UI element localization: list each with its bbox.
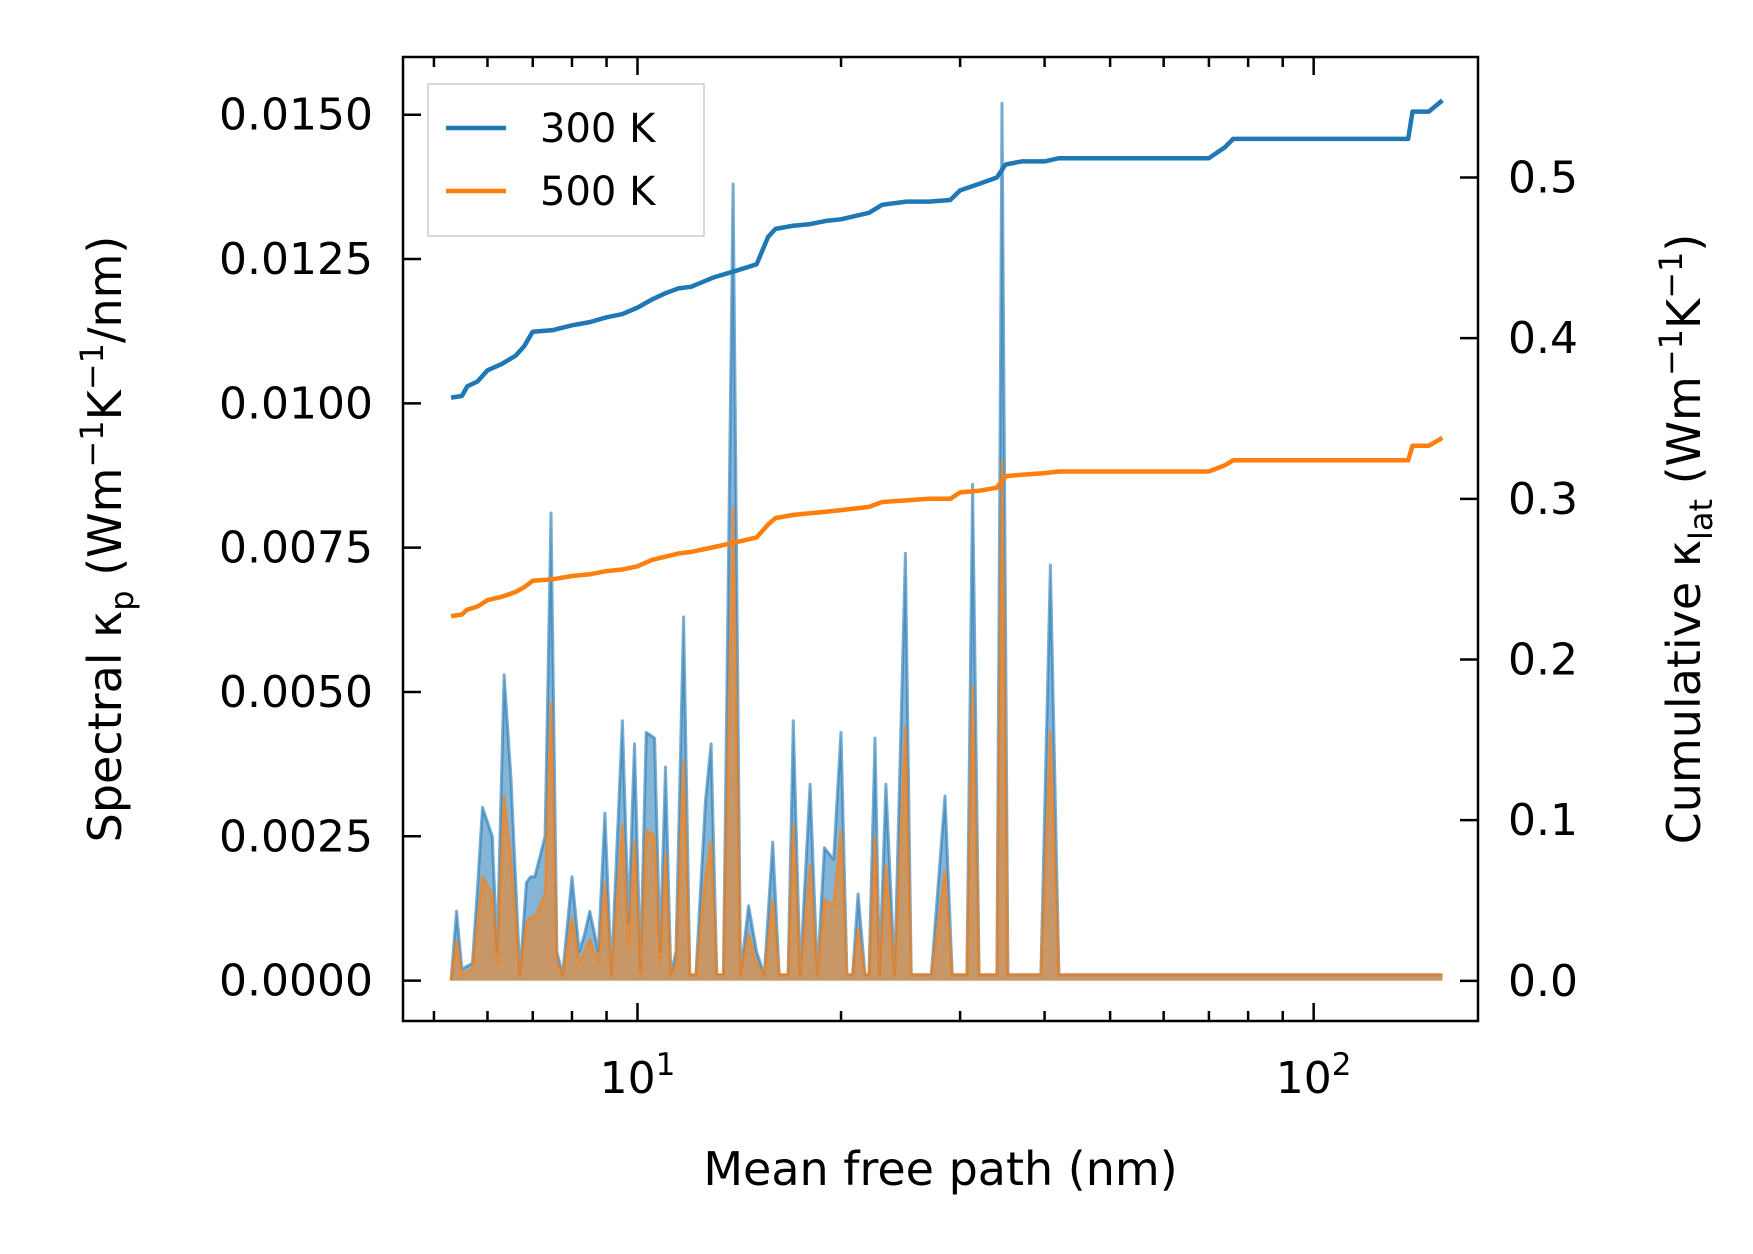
- legend-label-500k: 500 K: [540, 169, 657, 215]
- y-right-label-exp1: −1: [1652, 329, 1690, 376]
- x-tick-label: 102: [1276, 1047, 1352, 1104]
- y-right-label-subscript: lat: [1682, 499, 1720, 540]
- ticks-layer: 101 1020.00000.00250.00500.00750.01000.01…: [219, 57, 1578, 1104]
- y-right-label-main: Cumulative κ: [1657, 540, 1711, 844]
- y-right-label-exp2: −1: [1652, 252, 1690, 299]
- x-tick-label-exponent: 2: [1332, 1047, 1352, 1083]
- x-tick-label-exponent: 1: [656, 1047, 676, 1083]
- y-left-label-main: Spectral κ: [78, 611, 132, 843]
- x-axis-label: Mean free path (nm): [703, 1142, 1177, 1196]
- y-right-tick-label: 0.3: [1508, 474, 1578, 525]
- y-right-axis-label: Cumulative κlat (Wm−1K−1): [1652, 234, 1720, 845]
- y-left-label-exp1: −1: [73, 420, 111, 467]
- plot-frame: [401, 55, 1480, 1023]
- y-left-tick-label: 0.0150: [219, 90, 373, 141]
- y-right-tick-label: 0.5: [1508, 153, 1578, 204]
- y-right-label-tail: ): [1657, 234, 1711, 252]
- spectral-line-300k: [449, 101, 1443, 981]
- y-left-label-subscript: p: [103, 590, 141, 610]
- y-left-tick-label: 0.0125: [219, 234, 373, 285]
- y-left-tick-label: 0.0075: [219, 523, 373, 574]
- y-left-label-units: (Wm: [78, 468, 132, 591]
- spectral-line-500k: [449, 459, 1443, 981]
- x-tick-label-base: 10: [600, 1053, 656, 1104]
- legend: 300 K 500 K: [427, 83, 705, 237]
- y-left-label-k: K: [78, 388, 132, 420]
- y-right-label-units: (Wm: [1657, 376, 1711, 499]
- y-left-tick-label: 0.0000: [219, 956, 373, 1007]
- y-left-label-tail: /nm): [78, 236, 132, 343]
- y-left-tick-label: 0.0100: [219, 378, 373, 429]
- y-right-tick-label: 0.4: [1508, 313, 1578, 364]
- x-tick-label-base: 10: [1276, 1053, 1332, 1104]
- y-left-label-exp2: −1: [73, 343, 111, 390]
- y-right-tick-label: 0.0: [1508, 956, 1578, 1007]
- y-left-axis-label: Spectral κp (Wm−1K−1/nm): [73, 236, 141, 843]
- spectral-area-500k: [451, 461, 1443, 981]
- y-left-tick-label: 0.0050: [219, 667, 373, 718]
- cumulative-line-300k: [450, 98, 1444, 400]
- y-right-label-k: K: [1657, 297, 1711, 329]
- y-right-tick-label: 0.2: [1508, 635, 1578, 686]
- y-left-tick-label: 0.0025: [219, 811, 373, 862]
- cumulative-line-500k: [450, 435, 1444, 619]
- legend-label-300k: 300 K: [540, 106, 657, 152]
- series-layer: [449, 98, 1444, 981]
- x-tick-label: 101: [600, 1047, 676, 1104]
- y-right-tick-label: 0.1: [1508, 795, 1578, 846]
- legend-box: [427, 83, 705, 237]
